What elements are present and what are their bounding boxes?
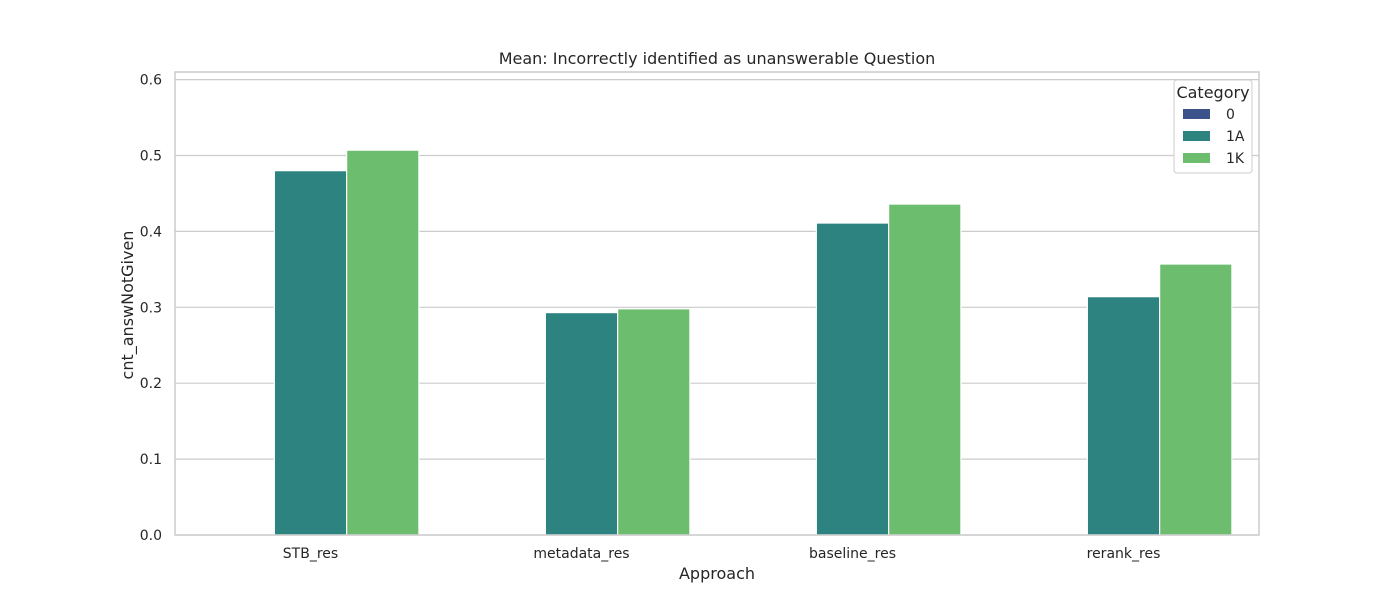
bar-1A	[544, 312, 619, 536]
y-tick-label: 0.6	[140, 73, 162, 89]
chart-title: Mean: Incorrectly identified as unanswer…	[499, 49, 936, 68]
y-tick-label: 0.4	[140, 224, 162, 240]
x-tick-label: metadata_res	[533, 546, 629, 562]
legend-swatch-1A	[1183, 131, 1210, 141]
y-tick-label: 0.2	[140, 376, 162, 392]
legend-label: 1K	[1226, 151, 1245, 167]
legend-title: Category	[1176, 83, 1249, 102]
bar-1K	[1159, 263, 1233, 536]
y-tick-label: 0.5	[140, 148, 162, 164]
legend-label: 1A	[1226, 129, 1245, 145]
x-tick-label: rerank_res	[1087, 546, 1161, 562]
x-tick-label: STB_res	[283, 546, 338, 562]
x-tick-label: baseline_res	[809, 546, 896, 562]
bar-1K	[888, 203, 962, 536]
bar-1K	[617, 308, 691, 536]
y-tick-label: 0.1	[140, 452, 162, 468]
x-axis-label: Approach	[679, 564, 755, 583]
legend-label: 0	[1226, 107, 1235, 123]
x-tick-labels: STB_res metadata_res baseline_res rerank_re…	[283, 546, 1161, 562]
legend: Category 0 1A 1K	[1173, 79, 1253, 174]
bars	[273, 149, 1233, 536]
y-tick-label: 0.3	[140, 300, 162, 316]
y-tick-label: 0.0	[140, 528, 162, 544]
legend-box	[1173, 79, 1253, 174]
plot-frame	[174, 71, 1260, 536]
bar-1K	[346, 149, 420, 536]
y-axis-label: cnt_answNotGiven	[118, 231, 138, 380]
y-tick-labels: 0.0 0.1 0.2 0.3 0.4 0.5 0.6	[140, 73, 162, 544]
bar-1A	[815, 222, 890, 536]
bar-1A	[1086, 296, 1161, 536]
legend-swatch-1K	[1183, 153, 1210, 163]
bar-1A	[273, 170, 348, 536]
legend-swatch-0	[1183, 109, 1210, 119]
